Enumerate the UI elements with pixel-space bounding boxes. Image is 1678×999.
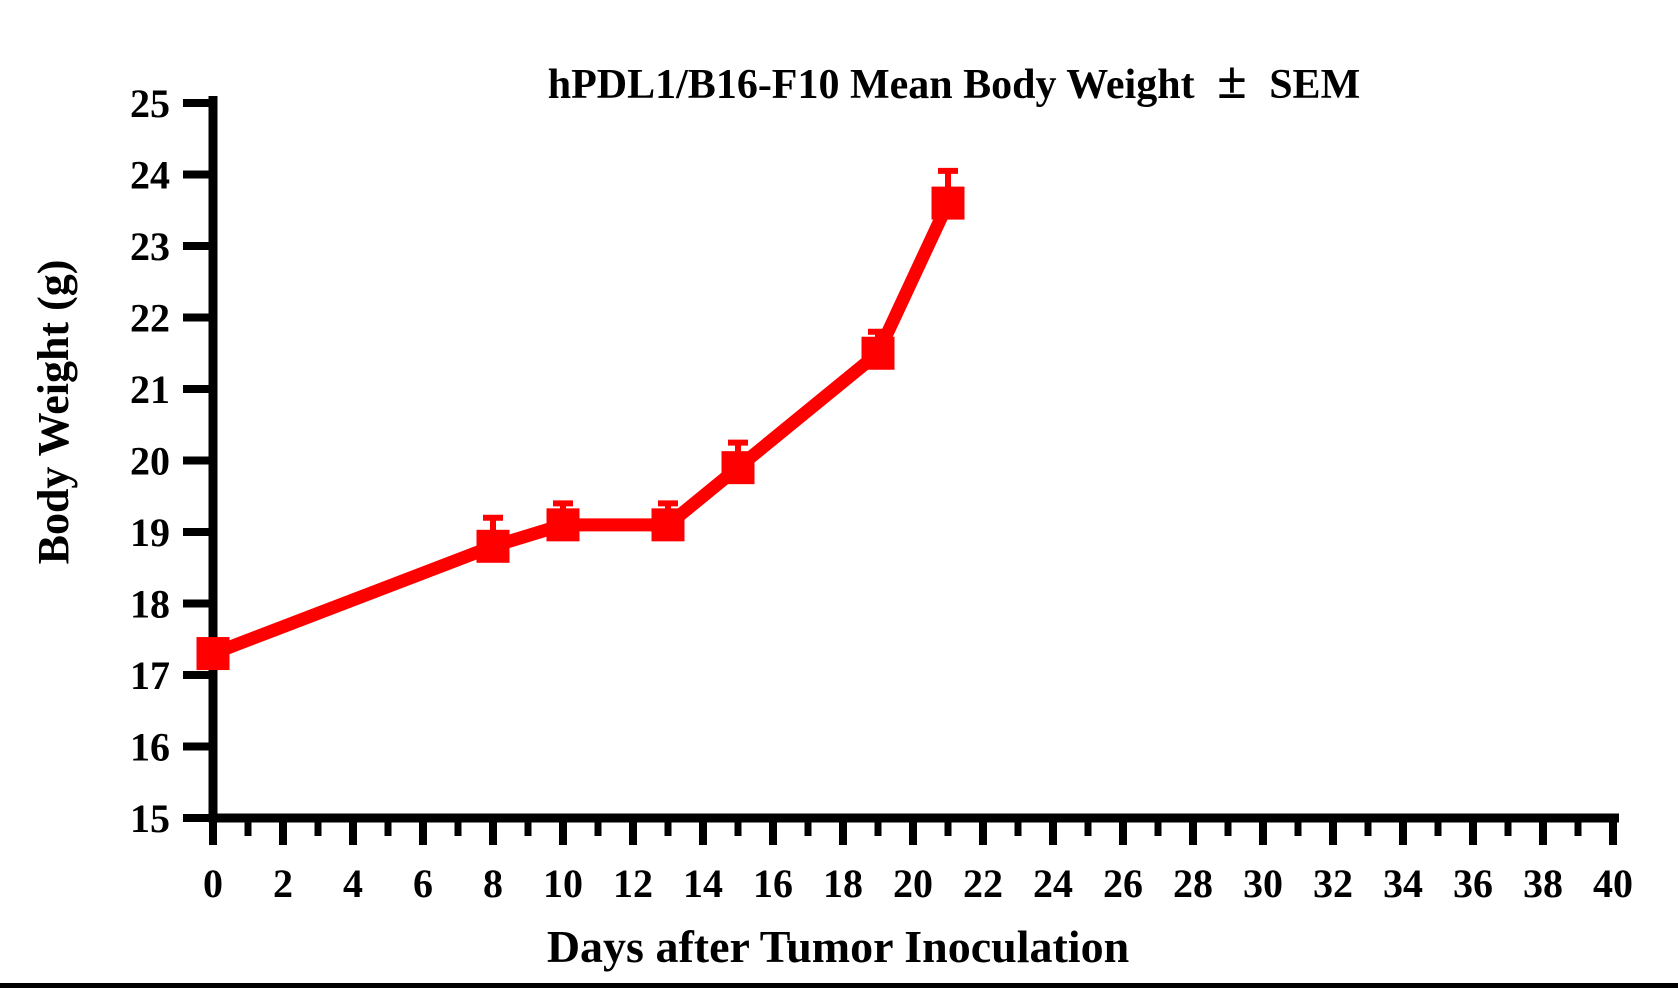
- y-tick-label: 22: [130, 296, 170, 341]
- x-tick-label: 10: [543, 861, 583, 906]
- plus-minus-symbol: ±: [1217, 50, 1247, 110]
- x-tick-label: 36: [1453, 861, 1493, 906]
- x-tick-label: 0: [203, 861, 223, 906]
- chart-title: hPDL1/B16-F10 Mean Body Weight ± SEM: [548, 50, 1360, 110]
- chart-title-suffix: SEM: [1269, 62, 1360, 108]
- data-series: [196, 167, 965, 671]
- x-tick-label: 38: [1523, 861, 1563, 906]
- bottom-divider-rule: [0, 983, 1678, 988]
- data-point-marker: [861, 336, 895, 370]
- data-point-marker: [476, 529, 510, 563]
- x-tick-label: 22: [963, 861, 1003, 906]
- x-tick-label: 18: [823, 861, 863, 906]
- x-tick-label: 8: [483, 861, 503, 906]
- y-tick-label: 21: [130, 367, 170, 412]
- series-line: [210, 200, 954, 660]
- y-tick-label: 19: [130, 510, 170, 555]
- x-tick-label: 16: [753, 861, 793, 906]
- data-point-marker: [196, 637, 230, 671]
- y-tick-label: 24: [130, 153, 170, 198]
- x-tick-label: 40: [1593, 861, 1633, 906]
- data-point-marker: [651, 508, 685, 542]
- y-tick-label: 23: [130, 224, 170, 269]
- x-tick-label: 30: [1243, 861, 1283, 906]
- x-tick-label: 34: [1383, 861, 1423, 906]
- x-tick-label: 4: [343, 861, 363, 906]
- chart-title-prefix: hPDL1/B16-F10 Mean Body Weight: [548, 62, 1195, 108]
- x-tick-label: 20: [893, 861, 933, 906]
- x-tick-label: 28: [1173, 861, 1213, 906]
- x-tick-label: 2: [273, 861, 293, 906]
- y-tick-label: 16: [130, 725, 170, 770]
- data-point-marker: [931, 186, 965, 220]
- data-point-marker: [721, 451, 755, 485]
- y-axis-label: Body Weight (g): [29, 260, 78, 565]
- x-axis-label: Days after Tumor Inoculation: [547, 921, 1129, 972]
- x-tick-label: 6: [413, 861, 433, 906]
- x-tick-label: 12: [613, 861, 653, 906]
- y-tick-label: 18: [130, 582, 170, 627]
- y-tick-label: 20: [130, 439, 170, 484]
- y-tick-label: 25: [130, 81, 170, 126]
- y-tick-label: 15: [130, 796, 170, 841]
- x-tick-label: 26: [1103, 861, 1143, 906]
- x-tick-label: 32: [1313, 861, 1353, 906]
- x-tick-label: 14: [683, 861, 723, 906]
- y-tick-label: 17: [130, 653, 170, 698]
- data-point-marker: [546, 508, 580, 542]
- x-tick-label: 24: [1033, 861, 1073, 906]
